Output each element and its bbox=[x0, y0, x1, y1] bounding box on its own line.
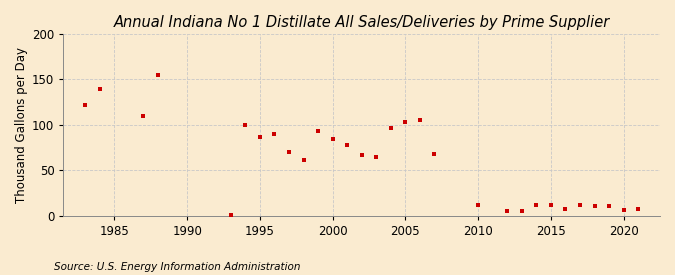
Point bbox=[589, 204, 600, 208]
Point bbox=[240, 123, 250, 127]
Y-axis label: Thousand Gallons per Day: Thousand Gallons per Day bbox=[15, 47, 28, 203]
Point bbox=[574, 203, 585, 207]
Point bbox=[516, 208, 527, 213]
Point bbox=[502, 209, 512, 214]
Point bbox=[269, 132, 280, 136]
Point bbox=[560, 207, 571, 211]
Point bbox=[414, 118, 425, 123]
Point bbox=[472, 203, 483, 207]
Text: Source: U.S. Energy Information Administration: Source: U.S. Energy Information Administ… bbox=[54, 262, 300, 272]
Point bbox=[153, 73, 163, 77]
Point bbox=[80, 103, 90, 107]
Point bbox=[298, 157, 309, 162]
Point bbox=[531, 203, 542, 207]
Point bbox=[632, 207, 643, 211]
Point bbox=[327, 136, 338, 141]
Point bbox=[284, 150, 294, 155]
Point bbox=[400, 120, 411, 124]
Point bbox=[225, 213, 236, 217]
Title: Annual Indiana No 1 Distillate All Sales/Deliveries by Prime Supplier: Annual Indiana No 1 Distillate All Sales… bbox=[113, 15, 610, 30]
Point bbox=[313, 129, 323, 134]
Point bbox=[603, 204, 614, 208]
Point bbox=[618, 207, 629, 212]
Point bbox=[429, 152, 440, 156]
Point bbox=[342, 143, 352, 147]
Point bbox=[356, 153, 367, 157]
Point bbox=[371, 155, 381, 159]
Point bbox=[138, 114, 149, 118]
Point bbox=[545, 203, 556, 207]
Point bbox=[385, 125, 396, 130]
Point bbox=[254, 134, 265, 139]
Point bbox=[95, 86, 105, 91]
